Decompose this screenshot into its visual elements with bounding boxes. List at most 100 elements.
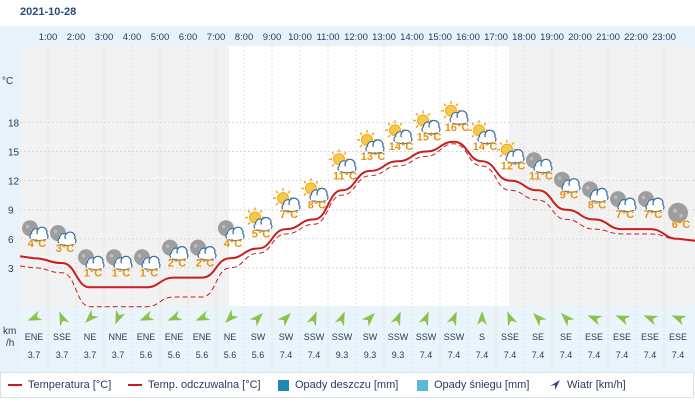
hour-label: 6:00 <box>179 32 198 43</box>
hour-label: 14:00 <box>400 32 424 43</box>
wind-speed-label: 3.7 <box>28 350 41 360</box>
wind-arrow-icon <box>671 315 687 326</box>
hour-label: 17:00 <box>484 32 508 43</box>
wind-arrow-icon <box>361 313 375 327</box>
temperature-data-label: 1°C <box>84 267 103 279</box>
partly-cloudy-night-icon <box>554 171 581 193</box>
wind-direction-label: ENE <box>25 332 44 342</box>
temperature-data-label: 7°C <box>280 209 299 221</box>
wind-arrow-icon <box>195 310 211 321</box>
partly-sunny-icon <box>329 149 357 174</box>
hour-label: 8:00 <box>235 32 254 43</box>
night-clear-icon <box>668 202 688 223</box>
wind-arrow-icon <box>59 311 70 327</box>
wind-arrow-icon <box>533 313 547 327</box>
temperature-data-label: 11°C <box>529 170 553 182</box>
wind-speed-label: 9.3 <box>364 350 377 360</box>
wind-arrow-icon <box>446 311 457 327</box>
hour-label: 19:00 <box>540 32 564 43</box>
temperature-data-label: 15°C <box>417 132 442 144</box>
wind-speed-label: 5.6 <box>252 350 265 360</box>
weather-chart: 1:00 2:00 3:00 4:00 5:00 6:00 7:00 8:00 9:00 10:0… <box>0 26 695 372</box>
partly-sunny-icon <box>357 129 385 154</box>
hour-label: 23:00 <box>652 32 676 43</box>
partly-sunny-icon <box>245 207 273 232</box>
hour-label: 1:00 <box>39 32 58 43</box>
wind-arrow-icon <box>507 311 518 327</box>
temperature-data-label: 14°C <box>473 141 498 153</box>
partly-cloudy-night-icon <box>78 249 105 271</box>
weather-icons <box>22 100 688 271</box>
partly-sunny-icon <box>385 120 413 145</box>
temperature-data-label: 16°C <box>445 122 470 134</box>
date-label: 2021-10-28 <box>20 6 77 18</box>
temperature-data-label: 8°C <box>588 199 607 211</box>
wind-speed-label: 7.4 <box>448 350 461 360</box>
legend-feels-like[interactable]: Temp. odczuwalna [°C] <box>128 374 261 396</box>
partly-sunny-icon <box>301 178 329 203</box>
y-tick-label: 9 <box>8 206 14 217</box>
hour-label: 13:00 <box>372 32 396 43</box>
hour-label: 5:00 <box>151 32 170 43</box>
hour-label: 16:00 <box>456 32 480 43</box>
y-tick-label: 12 <box>8 177 20 188</box>
partly-cloudy-night-icon <box>190 239 217 261</box>
temperature-data-label: 8°C <box>308 199 327 211</box>
wind-direction-label: S <box>479 332 485 342</box>
legend-snow[interactable]: Opady śniegu [mm] <box>417 374 529 396</box>
wind-arrow-icon <box>615 315 631 326</box>
wind-arrow-icon <box>550 380 560 390</box>
legend-frame <box>0 372 694 398</box>
wind-arrow-icon <box>85 309 99 323</box>
hour-labels: 1:00 2:00 3:00 4:00 5:00 6:00 7:00 8:00 9:00 10:0… <box>39 32 676 43</box>
temperature-data-label: 14°C <box>389 141 414 153</box>
hour-label: 18:00 <box>512 32 536 43</box>
legend-temperature[interactable]: Temperatura [°C] <box>8 374 111 396</box>
temperature-data-label: 9°C <box>560 190 579 202</box>
hour-label: 22:00 <box>624 32 648 43</box>
wind-direction-label: SSW <box>332 332 353 342</box>
wind-speed-label: 7.4 <box>672 350 685 360</box>
hour-label: 15:00 <box>428 32 452 43</box>
partly-sunny-icon <box>469 120 497 145</box>
partly-cloudy-night-icon <box>22 220 49 242</box>
partly-cloudy-night-icon <box>610 191 637 213</box>
wind-speed-label: 9.3 <box>392 350 405 360</box>
wind-speed-label: 7.4 <box>476 350 489 360</box>
wind-direction-label: ESE <box>641 332 659 342</box>
y-tick-label: 6 <box>8 235 14 246</box>
partly-cloudy-night-icon <box>638 191 665 213</box>
partly-cloudy-night-icon <box>106 249 133 271</box>
wind-arrow-icon <box>334 311 345 327</box>
temperature-data-label: 13°C <box>361 151 386 163</box>
wind-arrow-icon <box>561 313 575 327</box>
y-tick-label: 15 <box>8 148 20 159</box>
wind-direction-label: SSE <box>501 332 519 342</box>
wind-unit-km: km <box>3 326 16 337</box>
wind-row: ENE3.7SSE3.7NE3.7NNE3.7ENE5.6ENE5.6ENE5.… <box>25 309 687 360</box>
legend-rain[interactable]: Opady deszczu [mm] <box>278 374 398 396</box>
wind-direction-label: ENE <box>137 332 156 342</box>
wind-arrow-icon <box>390 311 401 327</box>
wind-direction-label: ESE <box>585 332 603 342</box>
legend-feels-like-label: Temp. odczuwalna [°C] <box>148 379 261 391</box>
hour-label: 21:00 <box>596 32 620 43</box>
legend-wind[interactable]: Wiatr [km/h] <box>549 374 626 396</box>
wind-direction-label: SSW <box>304 332 325 342</box>
wind-arrow-icon <box>167 310 183 321</box>
y-unit-label: °C <box>2 76 13 87</box>
hour-label: 20:00 <box>568 32 592 43</box>
temperature-data-label: 11°C <box>333 170 357 182</box>
wind-direction-label: ESE <box>669 332 687 342</box>
wind-direction-label: ENE <box>165 332 184 342</box>
temperature-labels: 4°C 3°C 1°C 1°C 1°C 2°C 2°C 4°C 5°C 7°C 8°C 11°C 13°… <box>28 122 691 279</box>
wind-arrow-icon <box>249 313 263 327</box>
wind-speed-label: 7.4 <box>420 350 433 360</box>
temperature-data-label: 6°C <box>672 219 691 231</box>
temperature-data-label: 4°C <box>28 238 47 250</box>
wind-direction-label: SSW <box>416 332 437 342</box>
grid-lines <box>20 46 695 372</box>
partly-cloudy-night-icon <box>134 249 161 271</box>
wind-speed-label: 7.4 <box>616 350 629 360</box>
temperature-data-label: 7°C <box>644 209 663 221</box>
